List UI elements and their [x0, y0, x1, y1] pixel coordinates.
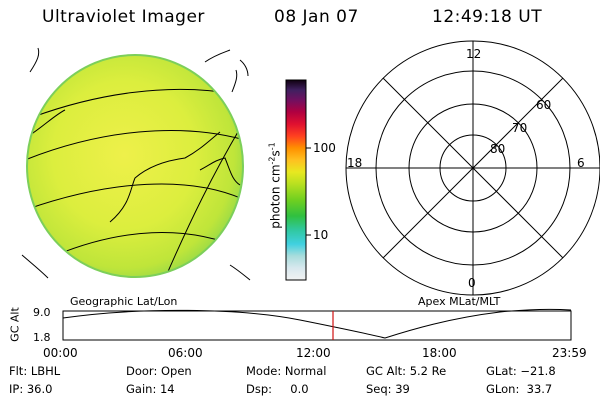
uv-earth-image: [26, 54, 244, 278]
altitude-ytick-low: 1.8: [33, 331, 51, 344]
date-label: 08 Jan 07: [274, 7, 359, 27]
app-title: Ultraviolet Imager: [42, 7, 205, 27]
altitude-xtick: 23:59: [552, 346, 587, 360]
altitude-ytick-high: 9.0: [33, 306, 51, 319]
status-gc-alt: GC Alt: 5.2 Re: [366, 364, 447, 378]
mlt-label-18: 18: [347, 156, 363, 170]
time-label: 12:49:18 UT: [432, 7, 543, 27]
status-mode: Mode: Normal: [246, 364, 327, 378]
mlat-label-80: 80: [490, 142, 506, 156]
mlt-label-6: 6: [577, 156, 585, 170]
status-dsp: Dsp: 0.0: [246, 382, 309, 396]
altitude-ylabel: GC Alt: [8, 307, 22, 342]
mlt-label-0: 0: [468, 276, 476, 290]
altitude-plot: [62, 308, 572, 341]
status-glon: GLon: 33.7: [486, 382, 553, 396]
status-glat: GLat: −21.8: [486, 364, 556, 378]
status-gain: Gain: 14: [126, 382, 175, 396]
polar-projection-label: Apex MLat/MLT: [418, 295, 501, 308]
coastline-outlines: [21, 47, 251, 281]
colorbar-tick-100: 100: [313, 141, 336, 155]
altitude-xtick: 06:00: [168, 346, 203, 360]
image-projection-label: Geographic Lat/Lon: [70, 295, 178, 308]
colorbar: [285, 79, 311, 281]
mlat-label-70: 70: [512, 121, 528, 135]
colorbar-axis-label: photon cm-2s-1: [267, 142, 283, 229]
status-door: Door: Open: [126, 364, 192, 378]
status-seq: Seq: 39: [366, 382, 410, 396]
altitude-xtick: 00:00: [43, 346, 78, 360]
colorbar-tick-10: 10: [313, 228, 329, 242]
mlt-label-12: 12: [466, 47, 482, 61]
altitude-xtick: 12:00: [296, 346, 331, 360]
polar-plot: [345, 40, 600, 296]
altitude-xtick: 18:00: [422, 346, 457, 360]
status-ip: IP: 36.0: [9, 382, 53, 396]
mlat-label-60: 60: [536, 98, 552, 112]
status-filter: Flt: LBHL: [9, 364, 61, 378]
